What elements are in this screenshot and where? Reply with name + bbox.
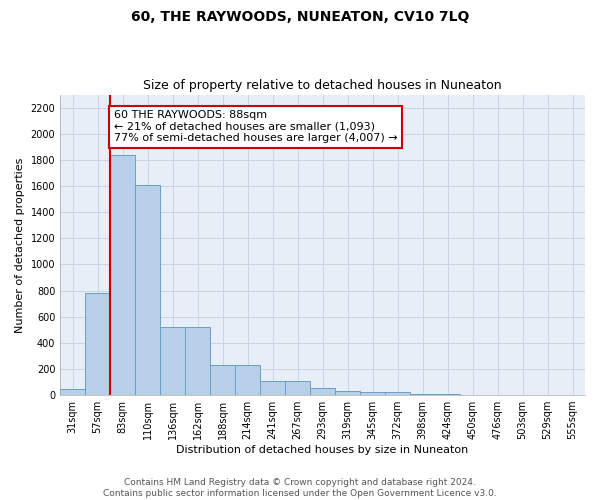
Bar: [410, 394, 435, 395]
Text: 60, THE RAYWOODS, NUNEATON, CV10 7LQ: 60, THE RAYWOODS, NUNEATON, CV10 7LQ: [131, 10, 469, 24]
Title: Size of property relative to detached houses in Nuneaton: Size of property relative to detached ho…: [143, 79, 502, 92]
Bar: [185, 327, 210, 395]
Bar: [210, 365, 235, 395]
Bar: [260, 380, 285, 395]
Bar: [360, 392, 385, 395]
X-axis label: Distribution of detached houses by size in Nuneaton: Distribution of detached houses by size …: [176, 445, 469, 455]
Bar: [110, 154, 135, 395]
Y-axis label: Number of detached properties: Number of detached properties: [15, 157, 25, 332]
Bar: [435, 394, 460, 395]
Bar: [160, 327, 185, 395]
Bar: [310, 388, 335, 395]
Bar: [85, 293, 110, 395]
Text: 60 THE RAYWOODS: 88sqm
← 21% of detached houses are smaller (1,093)
77% of semi-: 60 THE RAYWOODS: 88sqm ← 21% of detached…: [114, 110, 398, 144]
Bar: [335, 390, 360, 395]
Text: Contains HM Land Registry data © Crown copyright and database right 2024.
Contai: Contains HM Land Registry data © Crown c…: [103, 478, 497, 498]
Bar: [285, 380, 310, 395]
Bar: [385, 392, 410, 395]
Bar: [135, 184, 160, 395]
Bar: [60, 388, 85, 395]
Bar: [235, 365, 260, 395]
